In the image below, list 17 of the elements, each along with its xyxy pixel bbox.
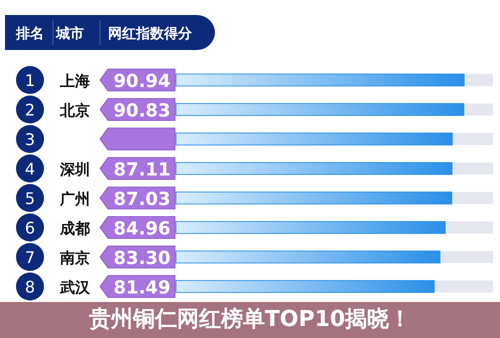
data-label: 90.83 [114, 100, 170, 122]
data-label: 83.30 [114, 248, 170, 269]
y-tick-label: 广州 [59, 190, 90, 208]
data-label: 84.96 [114, 218, 170, 240]
text: 贵州铜仁网红榜单TOP10揭晓！ [88, 306, 412, 334]
data-label: 87.03 [114, 189, 170, 210]
data-label: 87.11 [114, 160, 170, 180]
y-tick-label: 成都 [59, 220, 90, 238]
data-label: 81.49 [114, 278, 170, 298]
y-tick-label: 深圳 [59, 160, 90, 178]
y-tick-label: 南京 [59, 249, 90, 267]
text: 5 [24, 189, 36, 208]
y-tick-label: 上海 [59, 72, 90, 90]
y-tick-label: 武汉 [59, 278, 91, 296]
data-label: 90.94 [114, 71, 170, 92]
y-tick-label: 北京 [59, 102, 90, 120]
header: 排名 城市 网红指数得分 [5, 15, 215, 50]
